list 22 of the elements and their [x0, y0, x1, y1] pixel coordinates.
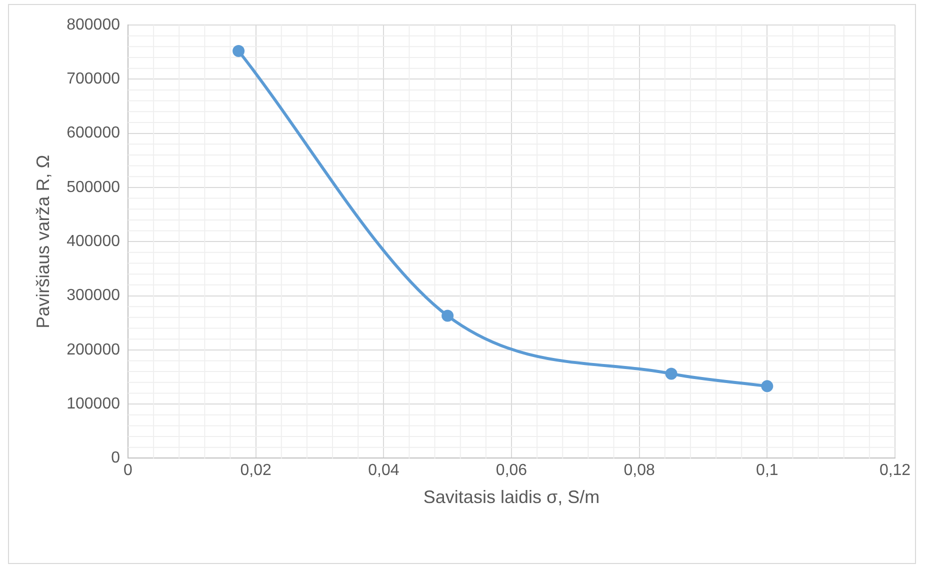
x-tick-label: 0,12: [879, 462, 911, 480]
y-tick-label: 400000: [66, 233, 120, 250]
x-tick-label: 0,1: [756, 462, 778, 480]
point: [232, 44, 245, 57]
y-tick-label: 500000: [66, 178, 120, 196]
y-tick-label: 100000: [66, 395, 120, 412]
y-tick-label: 0: [111, 450, 120, 467]
point: [442, 310, 454, 322]
x-tick-label: 0,02: [240, 462, 272, 480]
x-tick-label: 0,08: [624, 462, 655, 480]
y-tick-label: 800000: [66, 16, 120, 34]
y-tick-label: 200000: [66, 341, 120, 358]
point: [665, 368, 678, 380]
x-tick-label: 0,04: [368, 462, 400, 480]
y-axis-title: Paviršiaus varža R, Ω: [32, 154, 53, 328]
x-tick-label: 0,06: [496, 462, 528, 480]
y-tick-label: 600000: [66, 124, 120, 142]
y-tick-label: 300000: [66, 287, 120, 304]
x-axis-title: Savitasis laidis σ, S/m: [423, 487, 600, 508]
x-tick-label: 0: [124, 462, 133, 480]
y-tick-label: 700000: [66, 70, 120, 88]
point: [761, 380, 774, 392]
